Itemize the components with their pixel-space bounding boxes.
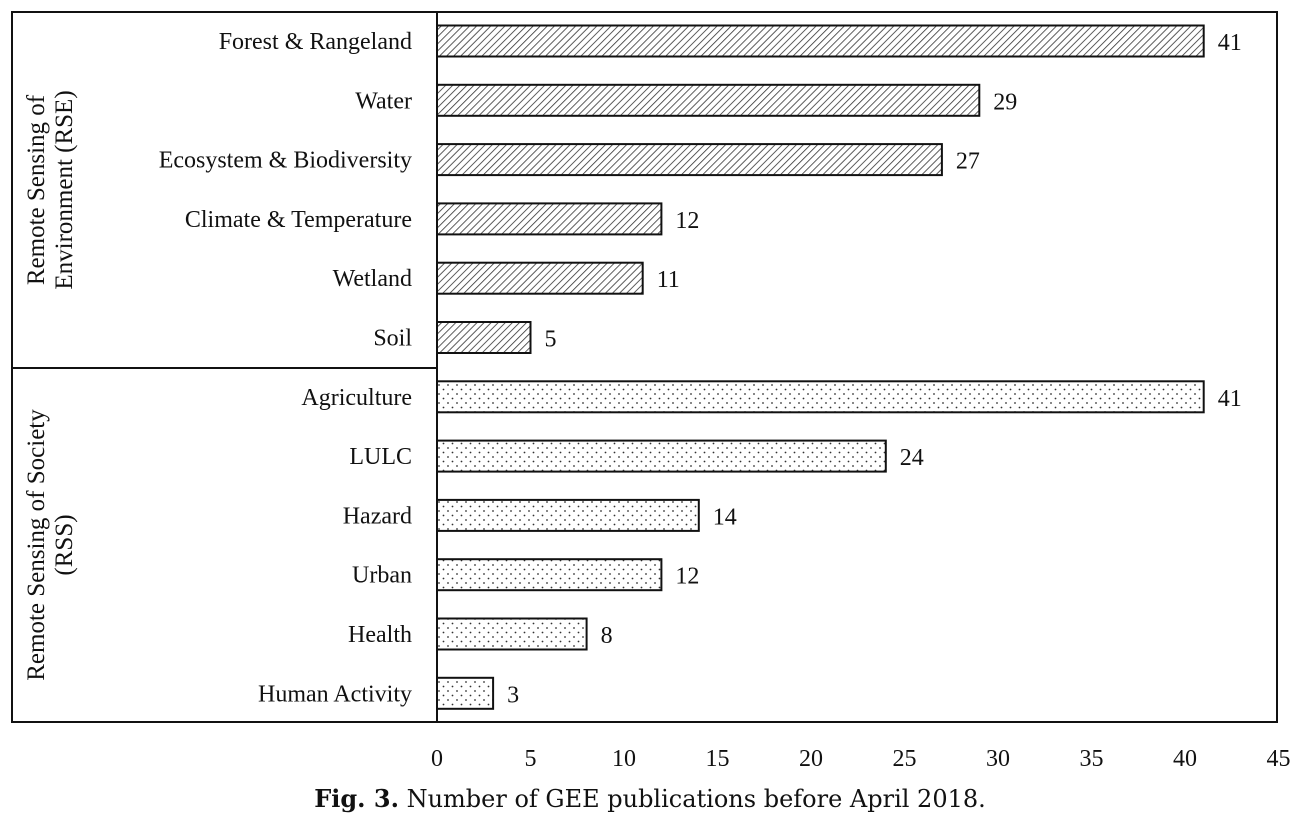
bar xyxy=(436,498,700,532)
category-label: Soil xyxy=(373,326,412,352)
bar xyxy=(436,261,644,295)
x-tick-label: 25 xyxy=(893,746,917,772)
bar xyxy=(436,558,663,592)
data-label: 8 xyxy=(601,623,613,649)
bar xyxy=(436,321,532,354)
bar xyxy=(436,143,943,177)
data-label: 27 xyxy=(956,149,980,175)
bar xyxy=(436,202,663,236)
x-tick-label: 30 xyxy=(986,746,1010,772)
category-label: Hazard xyxy=(343,503,412,529)
group-label: Remote Sensing ofEnvironment (RSE) xyxy=(23,90,78,289)
data-label: 14 xyxy=(713,504,737,530)
data-label: 29 xyxy=(993,89,1017,115)
category-label: Ecosystem & Biodiversity xyxy=(159,148,412,174)
data-label: 41 xyxy=(1218,386,1242,412)
group-label: Remote Sensing of Society(RSS) xyxy=(23,409,78,681)
x-tick-label: 45 xyxy=(1267,746,1291,772)
data-label: 5 xyxy=(545,327,557,353)
x-tick-label: 35 xyxy=(1080,746,1104,772)
figure-number: Fig. 3. xyxy=(314,784,399,813)
data-label: 24 xyxy=(900,445,924,471)
category-label: Urban xyxy=(352,563,412,589)
bar xyxy=(436,439,887,473)
data-label: 12 xyxy=(675,208,699,234)
category-label: Human Activity xyxy=(258,681,412,707)
bar xyxy=(436,676,495,710)
category-label: Forest & Rangeland xyxy=(219,29,412,55)
x-tick-label: 0 xyxy=(431,746,443,772)
category-label: Wetland xyxy=(333,266,412,292)
x-tick-label: 15 xyxy=(706,746,730,772)
bar xyxy=(436,380,1205,414)
figure-caption-text: Number of GEE publications before April … xyxy=(398,785,986,813)
x-tick-label: 5 xyxy=(525,746,537,772)
category-label: Health xyxy=(348,622,412,648)
category-label: Agriculture xyxy=(301,385,412,411)
x-tick-label: 10 xyxy=(612,746,636,772)
data-label: 12 xyxy=(675,564,699,590)
data-label: 11 xyxy=(657,267,680,293)
bar xyxy=(436,617,588,651)
data-label: 41 xyxy=(1218,30,1242,56)
x-tick-label: 20 xyxy=(799,746,823,772)
group-label-line1: Remote Sensing of xyxy=(23,94,50,285)
group-label-line2: Environment (RSE) xyxy=(51,90,78,289)
category-label: Water xyxy=(355,88,412,114)
bar xyxy=(436,83,981,117)
category-label: LULC xyxy=(349,444,412,470)
group-label-line1: Remote Sensing of Society xyxy=(23,409,50,681)
bar xyxy=(436,24,1205,58)
data-label: 3 xyxy=(507,682,519,708)
x-tick-label: 40 xyxy=(1173,746,1197,772)
group-label-line2: (RSS) xyxy=(51,514,78,575)
figure-caption: Fig. 3. Number of GEE publications befor… xyxy=(0,784,1300,813)
category-label: Climate & Temperature xyxy=(185,207,412,233)
